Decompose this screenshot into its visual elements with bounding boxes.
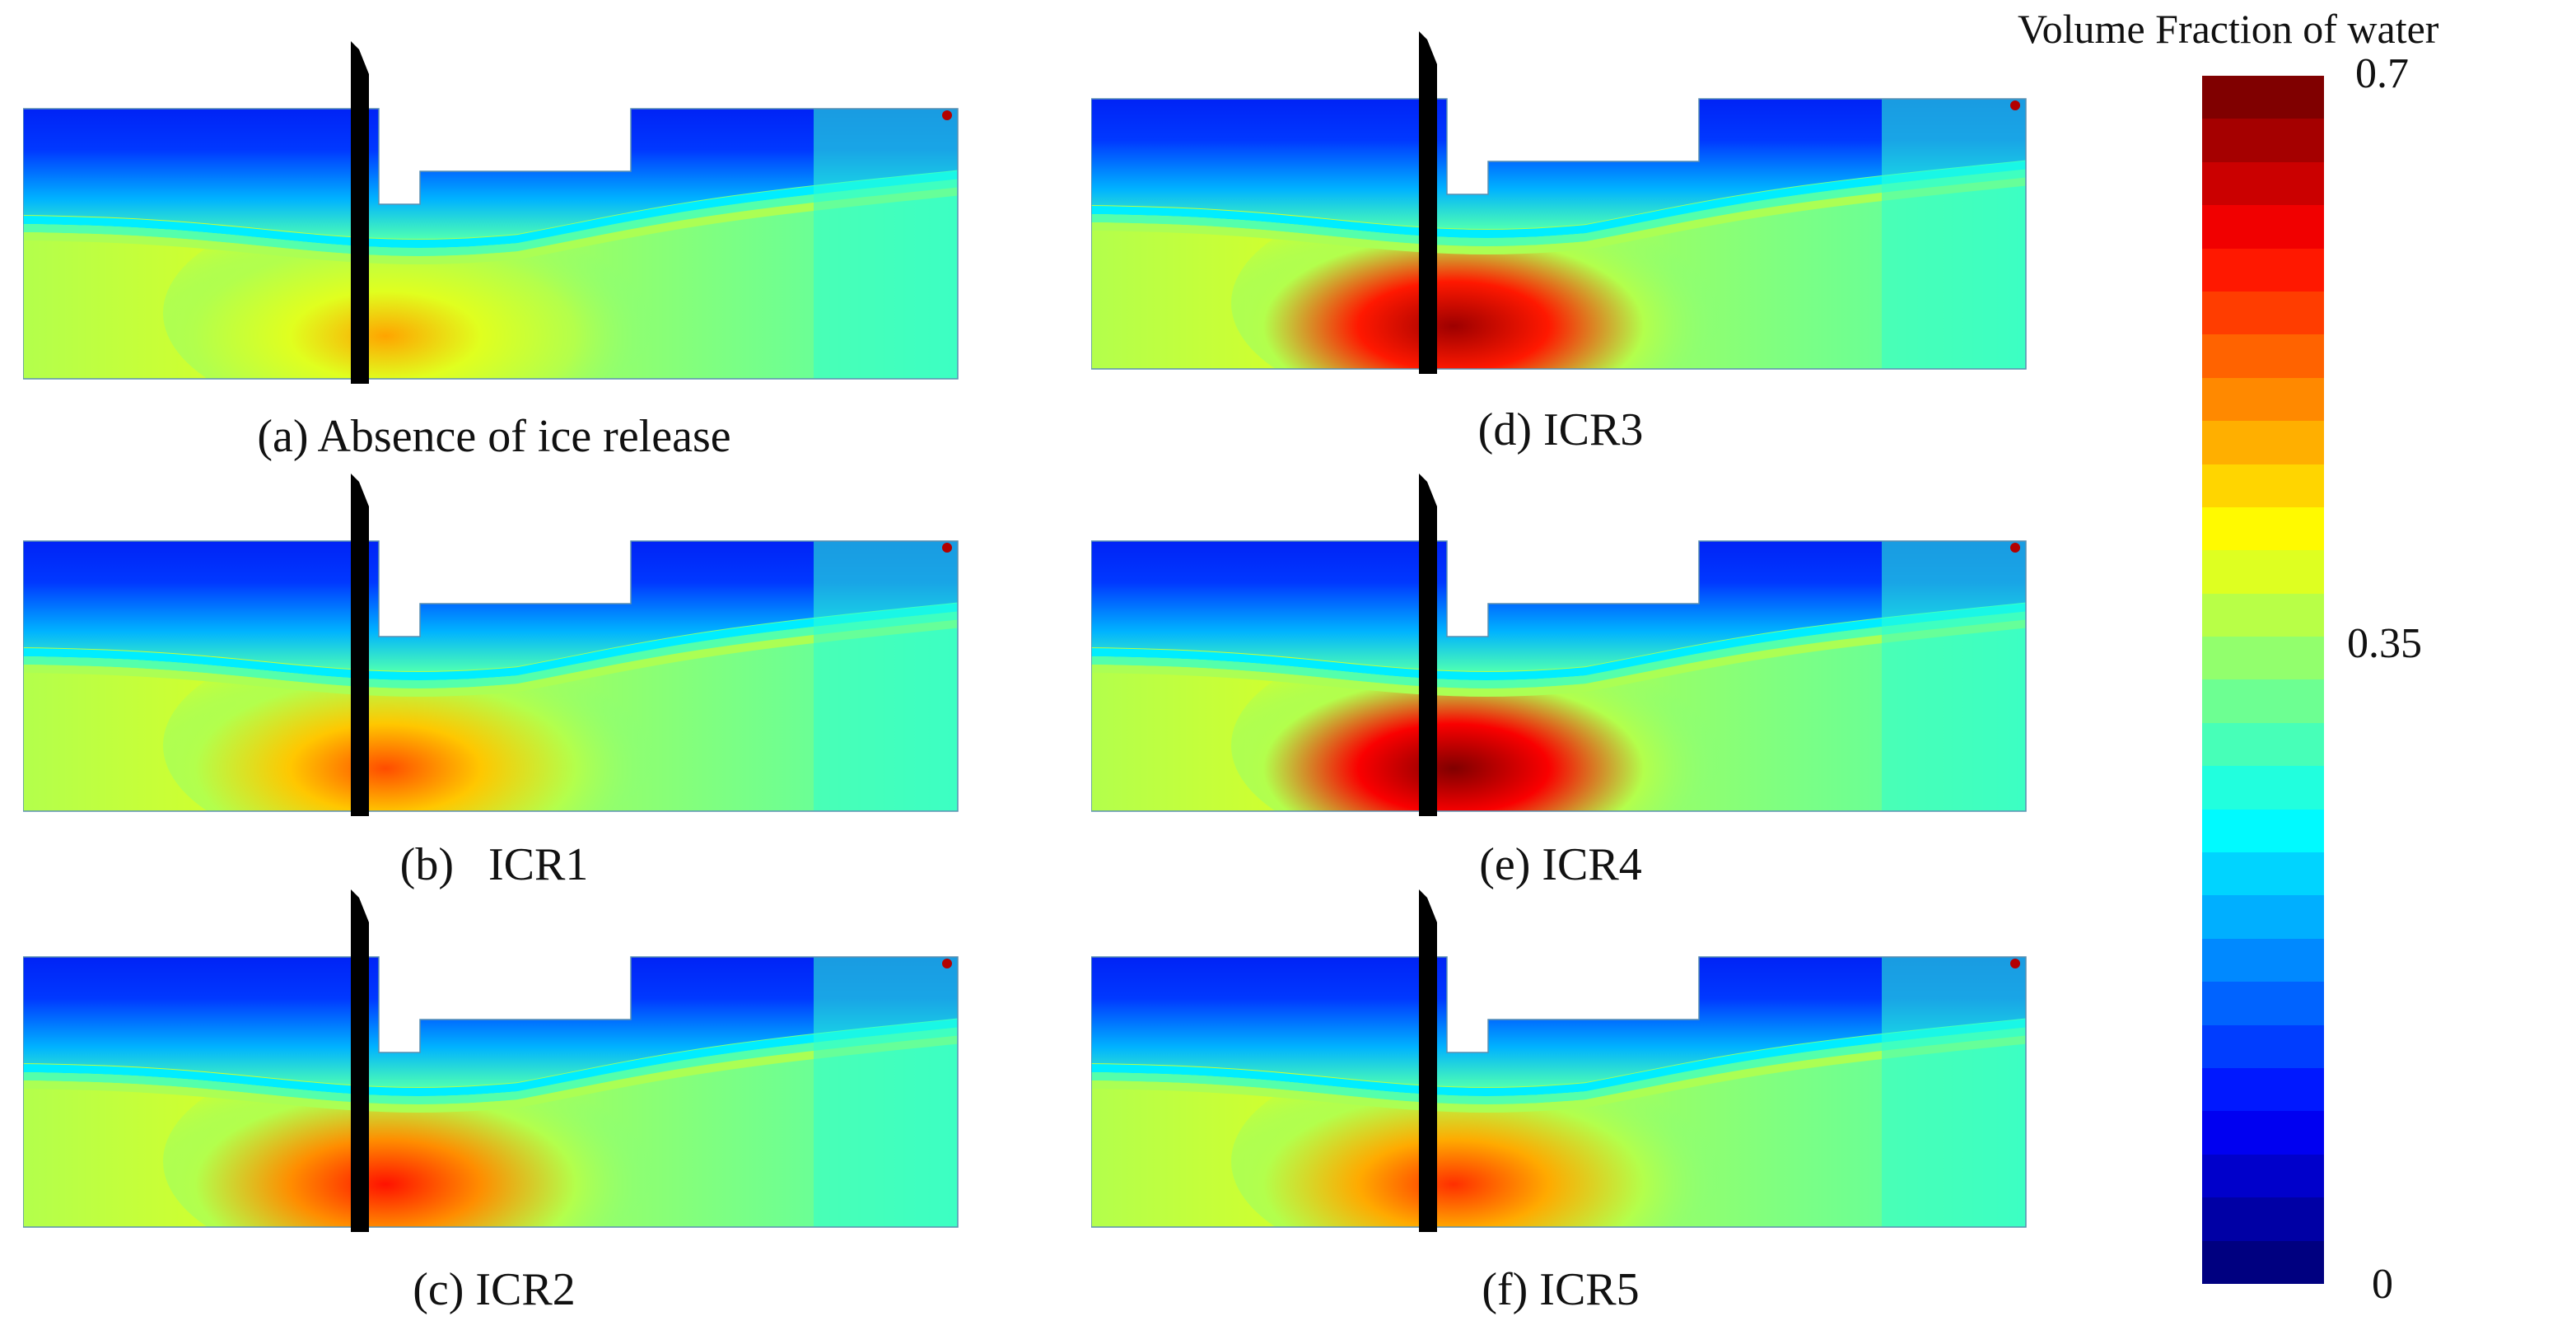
contour-field	[1091, 99, 2026, 369]
colorbar-band	[2202, 1024, 2324, 1068]
interface-contour	[23, 1035, 958, 1113]
colorbar-band	[2202, 1197, 2324, 1241]
caption-c: (c) ICR2	[413, 1264, 576, 1315]
colorbar-band	[2202, 809, 2324, 853]
colorbar-band	[2202, 637, 2324, 680]
gate	[351, 889, 369, 1232]
colorbar	[2202, 76, 2324, 1284]
outlet-zone	[1882, 957, 2026, 1227]
colorbar-band	[2202, 938, 2324, 982]
domain-outline	[23, 108, 959, 380]
outlet-zone	[1882, 541, 2026, 811]
colorbar-band	[2202, 593, 2324, 637]
colorbar-band	[2202, 852, 2324, 896]
panel-f	[1091, 889, 2030, 1235]
interface-contour	[23, 1019, 958, 1097]
domain-outline	[1091, 98, 2027, 370]
colorbar-band	[2202, 550, 2324, 594]
interface-contour	[1091, 161, 2026, 239]
contour-plot-e	[1091, 474, 2027, 816]
outlet-spot	[942, 959, 952, 968]
outlet-spot	[2010, 959, 2020, 968]
caption-e: (e) ICR4	[1479, 839, 1642, 890]
colorbar-band	[2202, 248, 2324, 292]
interface-contour	[23, 170, 958, 249]
colorbar-band	[2202, 679, 2324, 723]
colorbar-band	[2202, 161, 2324, 206]
outlet-spot	[2010, 100, 2020, 110]
outlet-zone	[814, 957, 958, 1227]
contour-plot-c	[23, 889, 959, 1232]
interface-contour	[23, 603, 958, 681]
interface-contour	[1091, 611, 2026, 689]
colorbar-band	[2202, 1154, 2324, 1198]
domain-outline	[23, 540, 959, 812]
interface-contour	[1091, 177, 2026, 255]
contour-field	[23, 109, 958, 379]
gate	[351, 41, 369, 384]
outlet-zone	[1882, 99, 2026, 369]
contour-plot-a	[23, 41, 959, 384]
colorbar-band	[2202, 334, 2324, 378]
domain-outline	[1091, 540, 2027, 812]
interface-contour	[1091, 1019, 2026, 1097]
colorbar-band	[2202, 119, 2324, 162]
interface-contour	[23, 619, 958, 698]
panel-d	[1091, 31, 2030, 377]
colorbar-band	[2202, 766, 2324, 810]
panel-a	[23, 41, 962, 387]
outlet-spot	[2010, 543, 2020, 553]
colorbar-band	[2202, 982, 2324, 1025]
colorbar-mid-label: 0.35	[2347, 620, 2422, 667]
colorbar-band	[2202, 464, 2324, 507]
outlet-spot	[942, 110, 952, 120]
interface-contour	[1091, 1027, 2026, 1105]
colorbar-band	[2202, 1111, 2324, 1155]
domain-outline	[23, 956, 959, 1228]
caption-a: (a) Absence of ice release	[257, 411, 731, 462]
interface-contour	[1091, 1035, 2026, 1113]
colorbar-band	[2202, 722, 2324, 767]
colorbar-band	[2202, 377, 2324, 422]
contour-field	[23, 957, 958, 1227]
caption-d: (d) ICR3	[1477, 404, 1644, 455]
panel-c	[23, 889, 962, 1235]
interface-contour	[23, 187, 958, 265]
contour-plot-d	[1091, 31, 2027, 374]
contour-field	[1091, 541, 2026, 811]
outlet-spot	[942, 543, 952, 553]
colorbar-band	[2202, 895, 2324, 939]
colorbar-band	[2202, 421, 2324, 464]
panel-e	[1091, 474, 2030, 819]
colorbar-max-label: 0.7	[2355, 50, 2409, 97]
colorbar-title: Volume Fraction of water	[2018, 6, 2439, 52]
colorbar-band	[2202, 506, 2324, 551]
colorbar-band	[2202, 291, 2324, 335]
outlet-zone	[814, 541, 958, 811]
domain-outline	[1091, 956, 2027, 1228]
interface-contour	[23, 611, 958, 689]
contour-plot-f	[1091, 889, 2027, 1232]
colorbar-band	[2202, 1240, 2324, 1284]
interface-contour	[1091, 603, 2026, 681]
colorbar-min-label: 0	[2372, 1261, 2393, 1308]
caption-f: (f) ICR5	[1482, 1264, 1640, 1315]
gate	[351, 474, 369, 816]
gate	[1419, 31, 1437, 374]
contour-field	[23, 541, 958, 811]
contour-field	[1091, 957, 2026, 1227]
interface-contour	[23, 1027, 958, 1105]
outlet-zone	[814, 109, 958, 379]
colorbar-band	[2202, 1067, 2324, 1112]
panel-b	[23, 474, 962, 819]
interface-contour	[1091, 169, 2026, 247]
gate	[1419, 889, 1437, 1232]
gate	[1419, 474, 1437, 816]
caption-b: (b) ICR1	[399, 839, 589, 890]
contour-plot-b	[23, 474, 959, 816]
colorbar-band	[2202, 205, 2324, 249]
interface-contour	[23, 179, 958, 257]
colorbar-band	[2202, 76, 2324, 119]
interface-contour	[1091, 619, 2026, 698]
